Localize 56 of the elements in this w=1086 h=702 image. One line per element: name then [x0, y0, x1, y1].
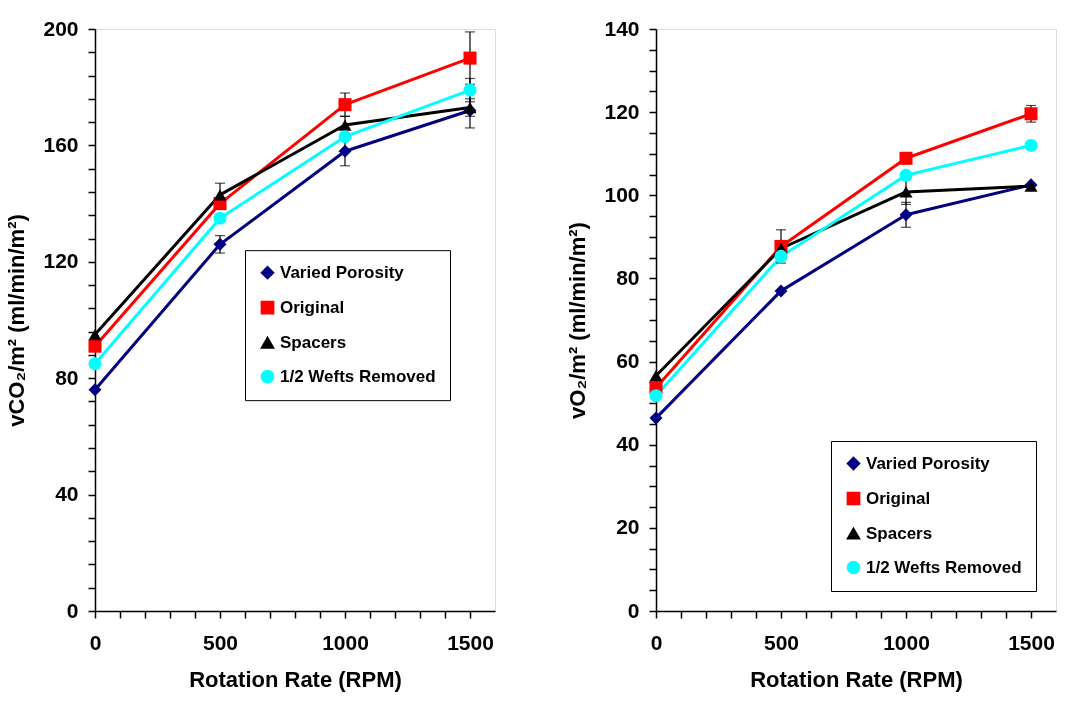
legend-label: Varied Porosity [280, 262, 405, 282]
y-tick-label: 120 [43, 249, 79, 273]
point [899, 186, 913, 198]
point [338, 144, 352, 158]
y-axis-title: vO₂/m² (ml/min/m²) [565, 222, 591, 419]
legend-label: Spacers [866, 523, 933, 543]
legend-label: 1/2 Wefts Removed [280, 366, 436, 386]
legend-label: Spacers [280, 332, 347, 352]
point [338, 130, 352, 144]
point [88, 328, 102, 341]
point [338, 98, 352, 112]
y-axis-title: vCO₂/m² (ml/min/m²) [4, 214, 30, 427]
x-tick-label: 0 [89, 630, 102, 654]
point [88, 357, 102, 371]
legend-label: Original [866, 488, 931, 508]
y-tick-label: 40 [55, 482, 79, 506]
point [1024, 138, 1038, 152]
x-tick-label: 1000 [883, 630, 930, 654]
legend-label: 1/2 Wefts Removed [866, 557, 1022, 577]
y-tick-label: 80 [616, 265, 640, 289]
point [463, 51, 477, 65]
legend-label: Varied Porosity [866, 453, 991, 473]
x-axis-title: Rotation Rate (RPM) [750, 666, 963, 692]
point [649, 370, 663, 382]
x-tick-label: 500 [763, 630, 800, 654]
y-tick-label: 200 [43, 16, 79, 40]
point [213, 211, 227, 225]
y-tick-label: 40 [616, 432, 640, 456]
x-tick-label: 1500 [447, 630, 494, 654]
legend-label: Original [280, 297, 345, 317]
y-tick-label: 80 [55, 365, 79, 389]
x-tick-label: 1000 [322, 630, 369, 654]
point [774, 284, 788, 298]
x-tick-label: 1500 [1008, 630, 1055, 654]
point [899, 208, 913, 222]
x-tick-label: 0 [650, 630, 663, 654]
y-tick-label: 0 [627, 598, 640, 622]
point [774, 249, 788, 263]
y-tick-label: 100 [604, 182, 640, 206]
point [899, 151, 913, 165]
y-tick-label: 0 [66, 598, 79, 622]
point [899, 168, 913, 182]
x-tick-label: 500 [202, 630, 239, 654]
point [649, 411, 663, 425]
point [463, 83, 477, 97]
y-tick-label: 120 [604, 99, 640, 123]
point [338, 119, 352, 131]
point [88, 339, 102, 353]
y-tick-label: 20 [616, 515, 640, 539]
y-tick-label: 160 [43, 132, 79, 156]
y-tick-label: 60 [616, 349, 640, 373]
x-axis-title: Rotation Rate (RPM) [189, 666, 402, 692]
y-tick-label: 140 [604, 16, 640, 40]
point [649, 389, 663, 403]
point [213, 189, 227, 201]
point [88, 383, 102, 397]
